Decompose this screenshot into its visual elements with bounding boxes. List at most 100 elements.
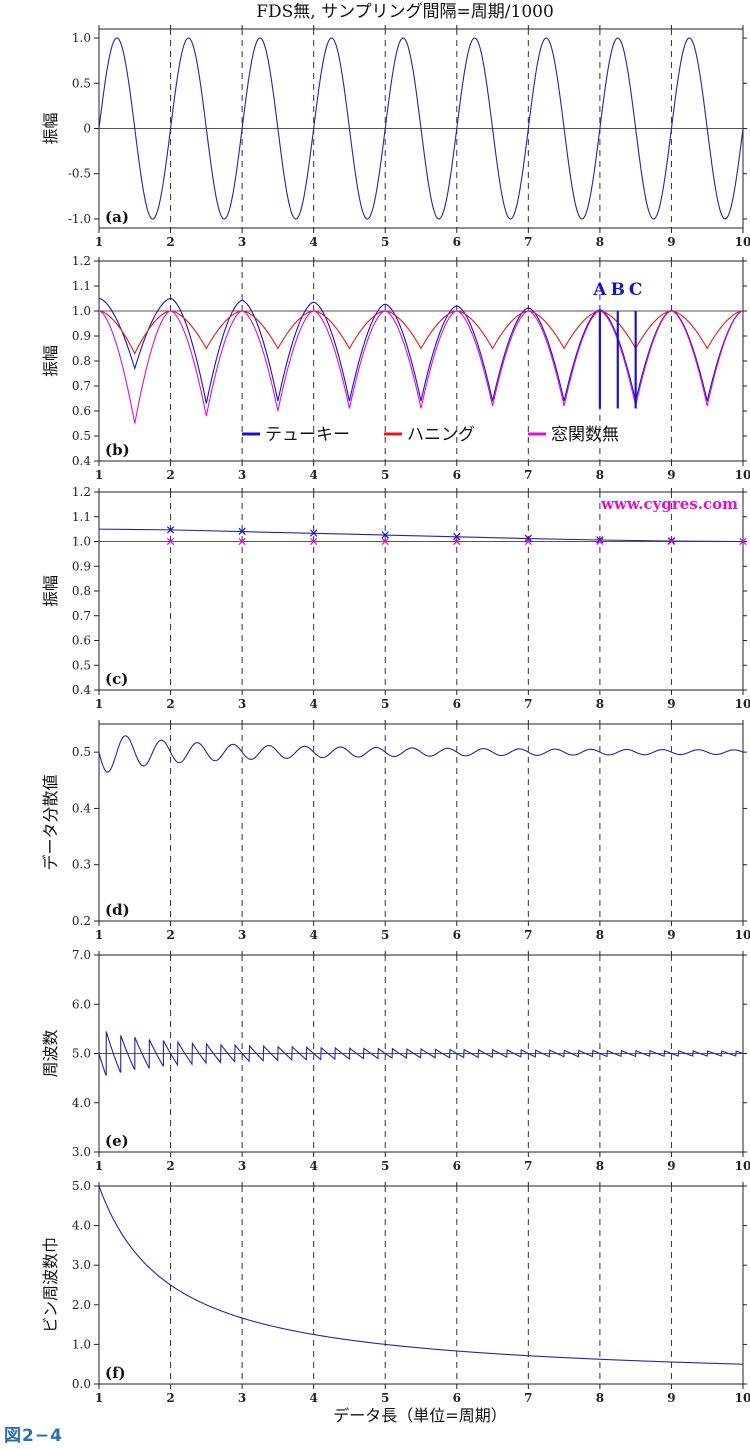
y-tick-label: 4.0 xyxy=(72,1219,91,1233)
panel-tag: (b) xyxy=(105,441,130,459)
x-tick-label: 1 xyxy=(95,928,103,942)
x-tick-label: 1 xyxy=(95,697,103,711)
data-point-stroke xyxy=(238,527,246,535)
data-point-stroke xyxy=(739,537,747,546)
x-tick-label: 8 xyxy=(596,1159,604,1173)
y-tick-label: 0.5 xyxy=(72,658,91,672)
data-point xyxy=(166,537,175,546)
data-point-stroke xyxy=(453,537,461,546)
x-tick-label: 4 xyxy=(309,468,317,482)
x-tick-label: 10 xyxy=(735,468,750,482)
y-tick-label: 0.4 xyxy=(72,801,91,815)
series-line xyxy=(99,1186,743,1365)
y-tick-label: 0.7 xyxy=(72,609,91,623)
data-point-stroke xyxy=(381,531,389,539)
x-tick-label: 5 xyxy=(381,235,389,249)
data-point-stroke xyxy=(238,537,246,546)
panel-c: 1 2 3 4 5 6 7 8 9 10 0.4 0.5 0.6 0.7 0.8 0.9 1.0 1.1 1.2 振幅… xyxy=(41,485,750,711)
x-tick-label: 8 xyxy=(596,697,604,711)
data-point-stroke xyxy=(667,537,676,546)
panel-b: 1 2 3 4 5 6 7 8 9 10 0.4 0.5 0.6 0.7 0.8 0.9 1.0 1.1 1.2 振幅… xyxy=(41,254,750,482)
x-tick-label: 7 xyxy=(524,1391,532,1405)
x-tick-label: 9 xyxy=(667,928,675,942)
x-tick-label: 3 xyxy=(238,235,246,249)
x-tick-label: 10 xyxy=(735,1159,750,1173)
x-tick-label: 7 xyxy=(524,928,532,942)
legend-label: 窓関数無 xyxy=(551,425,619,445)
y-tick-label: 1.0 xyxy=(72,1337,91,1351)
y-tick-label: 1.0 xyxy=(72,304,91,318)
x-tick-label: 6 xyxy=(453,928,461,942)
x-tick-label: 9 xyxy=(667,1391,675,1405)
x-tick-label: 4 xyxy=(309,1159,317,1173)
data-point xyxy=(524,534,532,542)
x-tick-label: 9 xyxy=(667,1159,675,1173)
x-tick-label: 2 xyxy=(166,697,174,711)
marker-label: B xyxy=(611,280,625,300)
data-point xyxy=(310,529,318,537)
figure-caption: 図2−4 xyxy=(4,1426,63,1446)
y-tick-label: 0.5 xyxy=(72,76,91,90)
y-tick-label: 1.2 xyxy=(72,254,91,268)
legend-label: テューキー xyxy=(265,425,350,445)
data-point xyxy=(596,537,604,546)
x-tick-label: 5 xyxy=(381,468,389,482)
y-tick-label: 0.0 xyxy=(72,1377,91,1391)
x-tick-label: 1 xyxy=(95,468,103,482)
x-tick-label: 3 xyxy=(238,697,246,711)
data-point xyxy=(310,537,318,546)
x-tick-label: 3 xyxy=(238,1391,246,1405)
y-tick-label: 0.4 xyxy=(72,454,91,468)
watermark-text: www.cygres.com xyxy=(600,495,738,513)
x-tick-label: 4 xyxy=(309,1391,317,1405)
marker-label: C xyxy=(629,280,643,300)
x-tick-label: 10 xyxy=(735,697,750,711)
x-tick-label: 7 xyxy=(524,468,532,482)
y-tick-label: 3.0 xyxy=(72,1258,91,1272)
y-tick-label: 0.8 xyxy=(72,354,91,368)
x-tick-label: 2 xyxy=(166,1159,174,1173)
y-tick-label: 7.0 xyxy=(72,948,91,962)
y-tick-label: 0.6 xyxy=(72,404,91,418)
x-tick-label: 4 xyxy=(309,697,317,711)
y-tick-label: 0.6 xyxy=(72,634,91,648)
panel-d: 1 2 3 4 5 6 7 8 9 10 0.2 0.3 0.4 0.5 データ分散値 (d) xyxy=(41,720,750,942)
x-tick-label: 8 xyxy=(596,468,604,482)
data-point-stroke xyxy=(596,537,604,546)
y-tick-label: 1.0 xyxy=(72,31,91,45)
x-tick-label: 5 xyxy=(381,697,389,711)
x-tick-label: 1 xyxy=(95,1159,103,1173)
data-point xyxy=(739,537,747,546)
y-tick-label: 5.0 xyxy=(72,1179,91,1193)
y-tick-label: 0.2 xyxy=(72,914,91,928)
x-tick-label: 9 xyxy=(667,697,675,711)
y-tick-label: 0.5 xyxy=(72,745,91,759)
y-tick-label: 1.0 xyxy=(72,535,91,549)
y-tick-label: 3.0 xyxy=(72,1145,91,1159)
x-tick-label: 3 xyxy=(238,928,246,942)
y-tick-label: 0 xyxy=(83,122,91,136)
y-tick-label: 0.7 xyxy=(72,379,91,393)
x-tick-label: 10 xyxy=(735,1391,750,1405)
x-tick-label: 9 xyxy=(667,468,675,482)
y-tick-label: 1.1 xyxy=(72,279,91,293)
x-tick-label: 7 xyxy=(524,1159,532,1173)
x-tick-label: 4 xyxy=(309,928,317,942)
x-tick-label: 8 xyxy=(596,235,604,249)
data-point xyxy=(381,537,389,546)
plot-frame-f xyxy=(98,1185,744,1385)
y-tick-label: 0.8 xyxy=(72,584,91,598)
x-tick-label: 10 xyxy=(735,928,750,942)
data-point-stroke xyxy=(596,536,604,544)
x-tick-label: 5 xyxy=(381,1391,389,1405)
panel-f: 1 2 3 4 5 6 7 8 9 10 0.0 1.0 2.0 3.0 4.0 5.0 ビン周波数巾 (f) xyxy=(41,1179,750,1405)
figure-title: FDS無, サンプリング間隔=周期/1000 xyxy=(256,2,554,22)
x-tick-label: 2 xyxy=(166,1391,174,1405)
x-axis-label: データ長（単位=周期） xyxy=(333,1406,506,1425)
x-tick-label: 1 xyxy=(95,1391,103,1405)
y-tick-label: -1.0 xyxy=(68,212,91,226)
data-point xyxy=(381,531,389,539)
y-tick-label: 2.0 xyxy=(72,1298,91,1312)
envelope-line xyxy=(98,528,744,543)
data-point-stroke xyxy=(166,537,175,546)
